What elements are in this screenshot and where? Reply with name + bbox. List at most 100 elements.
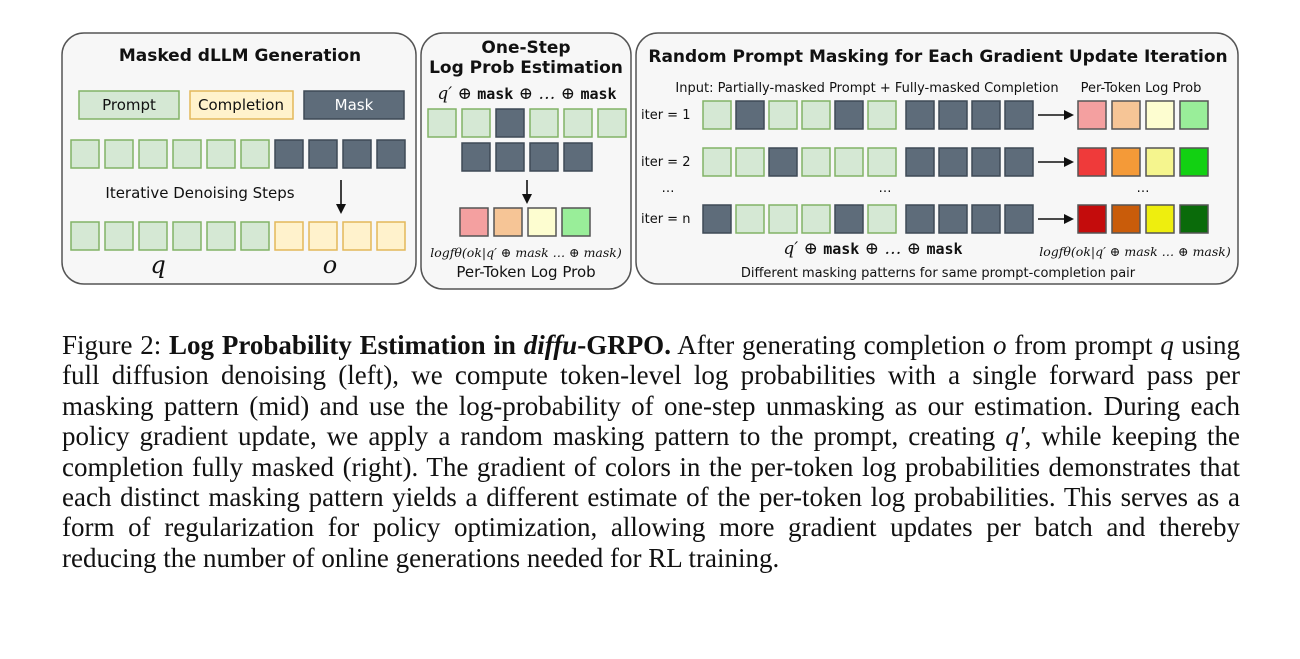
token-square	[905, 100, 935, 130]
iter-n-logprobs	[1077, 204, 1209, 234]
token-square	[735, 204, 765, 234]
panel-left-title: Masked dLLM Generation	[119, 46, 361, 66]
iter-1-sequence	[702, 100, 1034, 130]
mid-caption: Per-Token Log Prob	[456, 263, 595, 281]
token-square	[768, 147, 798, 177]
token-square	[1077, 147, 1107, 177]
token-square	[240, 221, 270, 251]
token-square	[938, 100, 968, 130]
token-square	[70, 139, 100, 169]
token-square	[801, 100, 831, 130]
token-square	[735, 147, 765, 177]
token-square	[529, 142, 559, 172]
token-square	[1179, 204, 1209, 234]
var-o: o	[992, 330, 1007, 360]
token-square	[308, 221, 338, 251]
token-square	[1077, 100, 1107, 130]
token-square	[1111, 147, 1141, 177]
iter-2-sequence	[702, 147, 1034, 177]
token-square	[561, 207, 591, 237]
iter-n-label: iter = n	[641, 212, 690, 227]
token-square	[459, 207, 489, 237]
token-square	[461, 142, 491, 172]
token-square	[104, 139, 134, 169]
iter-1-label: iter = 1	[641, 108, 690, 123]
token-square	[867, 147, 897, 177]
token-square	[971, 147, 1001, 177]
token-square	[308, 139, 338, 169]
token-square	[461, 108, 491, 138]
token-square	[768, 204, 798, 234]
token-square	[938, 204, 968, 234]
token-square	[495, 142, 525, 172]
token-square	[702, 147, 732, 177]
mid-masked-completion	[461, 142, 593, 172]
token-square	[342, 221, 372, 251]
token-square	[376, 221, 406, 251]
panel-one-step-estimation: One-Step Log Prob Estimation q′ ⊕ mask ⊕…	[420, 32, 632, 290]
token-square	[1077, 204, 1107, 234]
right-bottom-label: Different masking patterns for same prom…	[741, 266, 1136, 281]
token-square	[138, 221, 168, 251]
mid-input-formula: q′ ⊕ mask ⊕ … ⊕ mask	[437, 84, 616, 104]
token-square	[527, 207, 557, 237]
token-square	[768, 100, 798, 130]
token-square	[971, 100, 1001, 130]
token-square	[905, 204, 935, 234]
legend-mask-box	[303, 90, 405, 120]
left-sequence-generated	[70, 221, 406, 251]
q-label: q	[150, 251, 165, 279]
token-square	[1111, 100, 1141, 130]
token-square	[597, 108, 627, 138]
figure-diagram: Masked dLLM Generation Prompt Completion…	[61, 32, 1239, 290]
token-square	[563, 108, 593, 138]
token-square	[529, 108, 559, 138]
right-logprob-formula: logfθ(ok|q′ ⊕ mask … ⊕ mask)	[1039, 244, 1231, 259]
token-square	[702, 100, 732, 130]
token-square	[206, 139, 236, 169]
panel-mid-title-line1: One-Step	[481, 38, 570, 58]
token-square	[971, 204, 1001, 234]
token-square	[240, 139, 270, 169]
token-square	[834, 204, 864, 234]
panel-masked-generation: Masked dLLM Generation Prompt Completion…	[61, 32, 417, 285]
legend-mask-label: Mask	[335, 96, 374, 114]
legend-prompt-label: Prompt	[102, 96, 156, 114]
token-square	[834, 147, 864, 177]
legend-completion-box	[189, 90, 294, 120]
mid-logprob-tokens	[459, 207, 591, 237]
token-square	[1004, 147, 1034, 177]
token-square	[274, 221, 304, 251]
token-square	[1004, 100, 1034, 130]
mid-logprob-formula: logfθ(ok|q′ ⊕ mask … ⊕ mask)	[430, 245, 622, 260]
token-square	[801, 204, 831, 234]
panel-right-title: Random Prompt Masking for Each Gradient …	[648, 47, 1227, 67]
token-square	[938, 147, 968, 177]
token-square	[495, 108, 525, 138]
token-square	[138, 139, 168, 169]
token-square	[104, 221, 134, 251]
ellipsis-logprobs: …	[1137, 181, 1150, 196]
legend-prompt-box	[78, 90, 180, 120]
token-square	[867, 100, 897, 130]
token-square	[274, 139, 304, 169]
token-square	[801, 147, 831, 177]
token-square	[376, 139, 406, 169]
token-square	[905, 147, 935, 177]
token-square	[1145, 147, 1175, 177]
var-q: q	[1160, 330, 1174, 360]
token-square	[342, 139, 372, 169]
caption-label: Figure 2:	[62, 330, 170, 360]
token-square	[1111, 204, 1141, 234]
token-square	[834, 100, 864, 130]
o-label: o	[323, 251, 337, 279]
token-square	[1179, 147, 1209, 177]
token-square	[70, 221, 100, 251]
var-q-prime: q′	[1005, 421, 1025, 452]
token-square	[1004, 204, 1034, 234]
figure-caption: Figure 2: Log Probability Estimation in …	[62, 330, 1241, 573]
iter-2-logprobs	[1077, 147, 1209, 177]
token-square	[493, 207, 523, 237]
token-square	[206, 221, 236, 251]
token-square	[735, 100, 765, 130]
